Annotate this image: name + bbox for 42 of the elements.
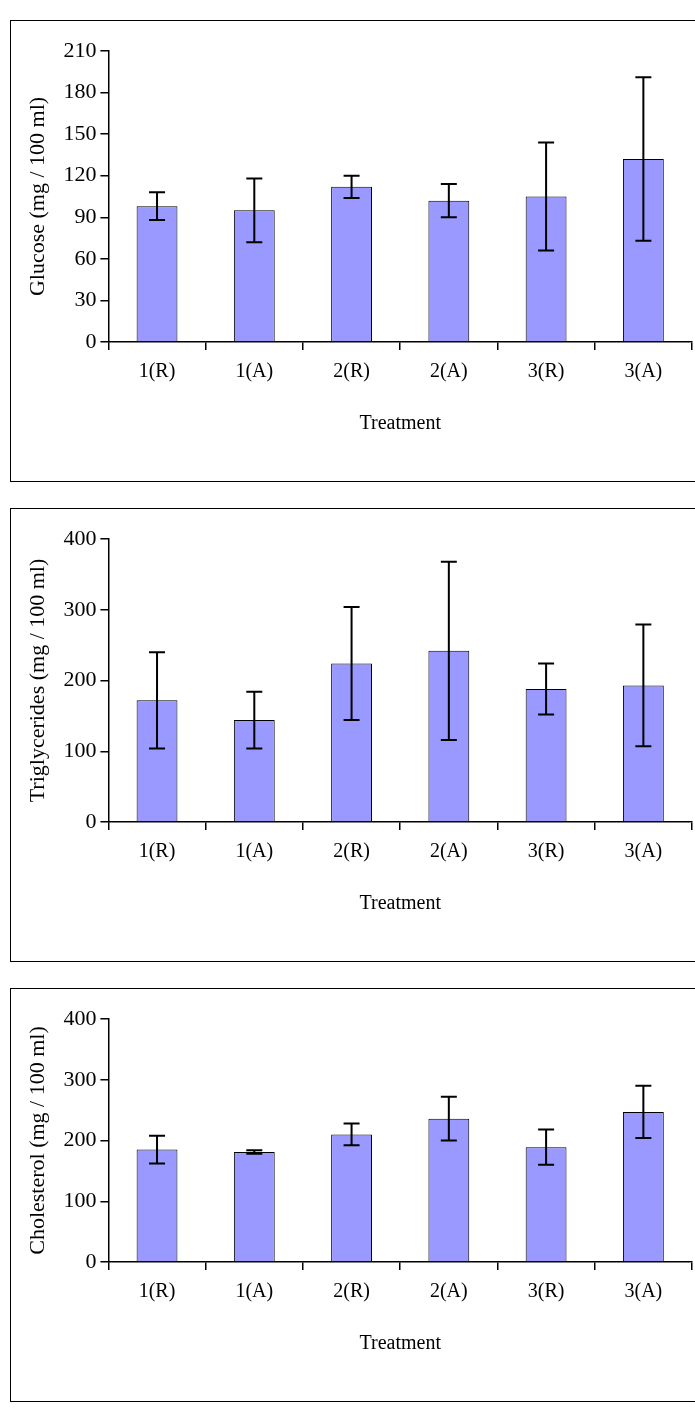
x-tick-label: 3(R) [527, 839, 565, 863]
y-tick-label: 90 [74, 203, 97, 229]
y-axis-title: Cholesterol (mg / 100 ml) [23, 1026, 49, 1255]
y-tick-label: 120 [63, 161, 97, 187]
x-axis-title: Treatment [359, 1331, 442, 1354]
x-tick-label: 2(A) [429, 1279, 468, 1303]
y-tick-label: 100 [63, 737, 97, 763]
x-tick-label: 1(A) [235, 1279, 274, 1303]
y-tick-label: 0 [85, 327, 97, 353]
y-tick-label: 300 [63, 1065, 97, 1091]
y-tick-label: 180 [63, 78, 97, 104]
y-tick-label: 210 [63, 36, 97, 62]
y-axis-title: Triglycerides (mg / 100 ml) [23, 558, 49, 803]
y-tick-label: 400 [63, 1004, 97, 1030]
x-tick-label: 3(A) [624, 839, 663, 863]
x-tick-label: 3(R) [527, 1279, 565, 1303]
x-tick-label: 2(A) [429, 359, 468, 383]
x-tick-label: 2(R) [333, 1279, 370, 1303]
y-tick-label: 30 [74, 286, 97, 312]
x-tick-label: 3(R) [527, 359, 565, 383]
x-tick-label: 1(R) [138, 1279, 176, 1303]
y-tick-label: 300 [63, 595, 97, 621]
x-tick-label: 1(R) [138, 359, 176, 383]
y-tick-label: 400 [63, 524, 97, 550]
x-tick-label: 2(R) [333, 839, 370, 863]
y-tick-label: 0 [85, 807, 97, 833]
y-tick-label: 100 [63, 1187, 97, 1213]
y-tick-label: 150 [63, 119, 97, 145]
y-tick-label: 60 [74, 244, 97, 270]
x-tick-label: 1(R) [138, 839, 176, 863]
x-tick-label: 2(A) [429, 839, 468, 863]
x-tick-label: 2(R) [333, 359, 370, 383]
y-tick-label: 200 [63, 1126, 97, 1152]
x-tick-label: 1(A) [235, 359, 274, 383]
x-tick-label: 1(A) [235, 839, 274, 863]
y-axis-title: Glucose (mg / 100 ml) [23, 96, 49, 297]
x-axis-title: Treatment [359, 891, 442, 914]
x-tick-label: 3(A) [624, 359, 663, 383]
x-tick-label: 3(A) [624, 1279, 663, 1303]
x-axis-title: Treatment [359, 411, 442, 434]
y-tick-label: 200 [63, 666, 97, 692]
y-tick-label: 0 [85, 1247, 97, 1273]
